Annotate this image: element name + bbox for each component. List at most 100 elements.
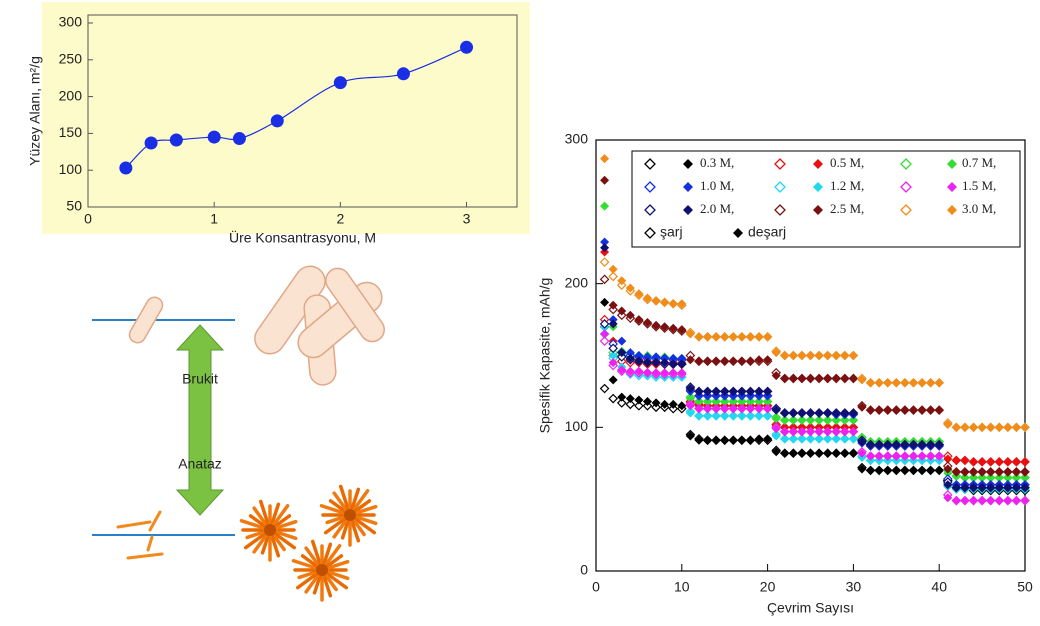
charge-point [601, 275, 609, 283]
discharge-point [978, 467, 987, 476]
discharge-point [823, 449, 832, 458]
discharge-point [600, 329, 609, 338]
discharge-point [634, 396, 643, 405]
discharge-point [978, 423, 987, 432]
discharge-point [815, 408, 824, 417]
discharge-point [952, 423, 961, 432]
discharge-point [789, 449, 798, 458]
discharge-point [669, 324, 678, 333]
discharge-point [1021, 423, 1030, 432]
legend-label: 2.5 M, [830, 201, 864, 216]
rod [128, 554, 162, 558]
discharge-point [1003, 496, 1012, 505]
discharge-point [652, 296, 661, 305]
y-tick-label: 100 [565, 418, 589, 434]
discharge-point [712, 332, 721, 341]
flower-core [316, 564, 328, 576]
discharge-point [669, 299, 678, 308]
legend-label: 0.7 M, [962, 155, 996, 170]
discharge-point [712, 357, 721, 366]
discharge-point [978, 496, 987, 505]
x-axis-label: Üre Konsantrasyonu, M [229, 229, 376, 246]
legend-label: 1.0 M, [700, 178, 734, 193]
legend-label: 1.5 M, [962, 178, 996, 193]
phase-label: Brukit [182, 371, 218, 387]
discharge-point [643, 318, 652, 327]
discharge-point [952, 456, 961, 465]
discharge-point [832, 351, 841, 360]
discharge-point [720, 332, 729, 341]
discharge-point [1012, 467, 1021, 476]
discharge-point [763, 355, 772, 364]
discharge-point [883, 406, 892, 415]
x-tick-label: 10 [674, 579, 690, 595]
discharge-point [875, 378, 884, 387]
y-tick-label: 200 [59, 87, 83, 103]
discharge-point [652, 321, 661, 330]
discharge-point [892, 466, 901, 475]
discharge-point [866, 406, 875, 415]
discharge-point [1003, 467, 1012, 476]
discharge-point [815, 449, 824, 458]
discharge-point [849, 449, 858, 458]
y-tick-label: 150 [59, 124, 83, 140]
discharge-point [823, 374, 832, 383]
discharge-point [772, 348, 781, 357]
rod [150, 512, 160, 530]
discharge-point [789, 351, 798, 360]
discharge-point [883, 466, 892, 475]
data-point [397, 67, 410, 80]
x-tick-label: 2 [336, 211, 344, 227]
discharge-point [815, 351, 824, 360]
discharge-point [780, 449, 789, 458]
y-tick-label: 300 [59, 14, 83, 30]
y-axis-label: Spesifik Kapasite, mAh/g [537, 278, 553, 434]
discharge-point [995, 457, 1004, 466]
discharge-point [995, 467, 1004, 476]
discharge-point [849, 408, 858, 417]
discharge-point [943, 420, 952, 429]
discharge-point [875, 406, 884, 415]
discharge-point [789, 374, 798, 383]
discharge-point [935, 466, 944, 475]
rod [148, 537, 152, 550]
discharge-point [918, 406, 927, 415]
discharge-point [952, 496, 961, 505]
y-tick-label: 200 [565, 274, 589, 290]
data-point [233, 132, 246, 145]
discharge-point [892, 406, 901, 415]
legend-label: 0.3 M, [700, 155, 734, 170]
charge-point [601, 258, 609, 266]
x-tick-label: 40 [931, 579, 947, 595]
discharge-point [634, 315, 643, 324]
discharge-point [935, 378, 944, 387]
x-tick-label: 50 [1017, 579, 1033, 595]
discharge-point [866, 466, 875, 475]
discharge-point [900, 406, 909, 415]
discharge-point [686, 431, 695, 440]
discharge-point [969, 423, 978, 432]
flower-core [264, 524, 276, 536]
discharge-point [1021, 467, 1030, 476]
discharge-point [677, 299, 686, 308]
discharge-point [780, 408, 789, 417]
discharge-point [883, 378, 892, 387]
discharge-point [600, 202, 609, 211]
data-point [334, 76, 347, 89]
discharge-point [918, 378, 927, 387]
discharge-point [960, 467, 969, 476]
legend-label: 2.0 M, [700, 201, 734, 216]
data-point [170, 134, 183, 147]
discharge-point [789, 408, 798, 417]
discharge-point [935, 406, 944, 415]
discharge-point [609, 265, 618, 274]
discharge-point [857, 375, 866, 384]
flowers [241, 486, 375, 600]
discharge-point [909, 406, 918, 415]
double-arrow [177, 325, 223, 515]
phase-diagram: Brukit Anataz [92, 260, 389, 600]
discharge-point [849, 374, 858, 383]
discharge-point [832, 374, 841, 383]
data-point [119, 161, 132, 174]
discharge-point [1021, 496, 1030, 505]
